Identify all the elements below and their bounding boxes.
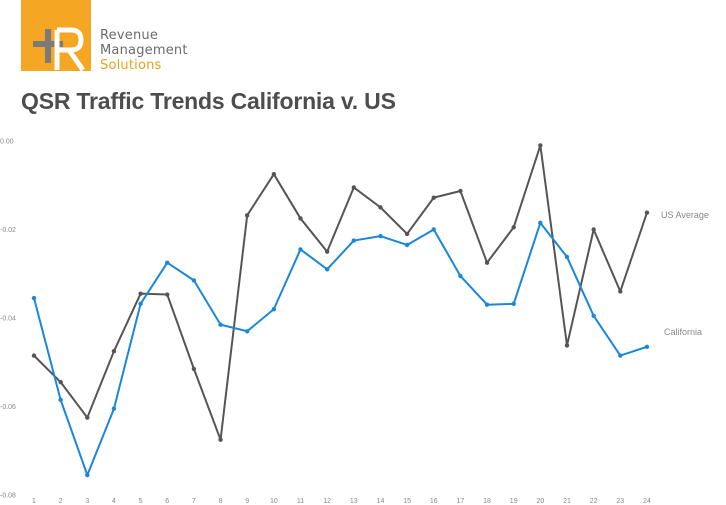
data-point-california — [404, 242, 410, 248]
data-point-california — [431, 227, 436, 232]
x-tick-label: 9 — [245, 498, 249, 505]
y-tick-label: 0.00 — [0, 139, 14, 146]
data-point-california — [298, 247, 303, 252]
data-point-california — [165, 260, 170, 265]
data-point-california — [538, 220, 543, 226]
data-point-california — [484, 302, 490, 307]
y-axis-ticks: 0.00 -0.02 -0.04 -0.06 -0.08 — [0, 139, 16, 500]
data-point-california — [591, 313, 596, 318]
data-point-us-average — [378, 205, 383, 210]
x-tick-label: 11 — [297, 498, 304, 505]
x-axis-ticks: 1 2 3 4 5 6 7 8 9 10 11 12 13 14 15 16 17 18 19 20 21 22 23 24 — [32, 498, 651, 505]
data-point-us-average — [591, 227, 596, 232]
data-point-us-average — [404, 231, 410, 237]
logo-line-revenue: Revenue — [100, 28, 159, 43]
data-point-california — [85, 472, 90, 478]
data-point-us-average — [458, 188, 463, 194]
x-tick-label: 21 — [563, 498, 571, 505]
y-tick-label: -0.06 — [0, 404, 16, 411]
data-point-california — [111, 406, 117, 411]
data-point-california — [351, 238, 356, 243]
data-point-california — [218, 322, 223, 327]
data-point-us-average — [618, 289, 623, 294]
logo-wordmark: Revenue Management Solutions — [100, 28, 188, 73]
data-point-us-average — [31, 353, 37, 358]
series-layer — [31, 143, 650, 478]
series-label-california: California — [664, 327, 702, 337]
data-point-california — [324, 267, 330, 272]
x-tick-label: 5 — [139, 498, 143, 505]
data-point-california — [564, 254, 570, 260]
y-tick-label: -0.08 — [0, 493, 16, 500]
x-tick-label: 23 — [616, 498, 624, 505]
y-tick-label: -0.02 — [0, 227, 16, 234]
data-point-california — [644, 344, 650, 349]
x-tick-label: 14 — [377, 498, 385, 505]
data-point-us-average — [191, 366, 197, 372]
x-tick-label: 15 — [403, 498, 411, 505]
series-us-average — [31, 143, 650, 442]
data-point-us-average — [351, 185, 356, 190]
data-point-us-average — [511, 225, 516, 230]
data-point-us-average — [218, 437, 223, 442]
data-point-california — [31, 295, 37, 301]
x-tick-label: 8 — [219, 498, 223, 505]
x-tick-label: 13 — [350, 498, 358, 505]
x-tick-label: 1 — [32, 498, 36, 505]
data-point-us-average — [245, 213, 250, 218]
x-tick-label: 16 — [430, 498, 438, 505]
x-tick-label: 22 — [590, 498, 598, 505]
data-point-us-average — [165, 292, 170, 297]
logo-mark — [21, 0, 91, 72]
plus-r-logo-icon — [33, 27, 86, 72]
data-point-us-average — [644, 210, 650, 215]
data-point-us-average — [538, 143, 543, 148]
data-point-us-average — [431, 195, 436, 200]
series-california — [31, 220, 650, 478]
data-point-california — [138, 301, 143, 307]
company-logo: Revenue Management Solutions — [21, 0, 197, 73]
x-tick-label: 24 — [643, 498, 651, 505]
data-point-us-average — [324, 249, 330, 254]
data-point-us-average — [484, 260, 490, 265]
logo-line-management: Management — [100, 43, 188, 58]
data-point-us-average — [298, 216, 303, 221]
series-line-california — [33, 221, 648, 477]
x-tick-label: 19 — [510, 498, 518, 505]
chart-title: QSR Traffic Trends California v. US — [21, 88, 396, 114]
x-tick-label: 17 — [457, 498, 465, 505]
x-tick-label: 20 — [536, 498, 544, 505]
data-point-california — [58, 397, 63, 403]
data-point-us-average — [271, 171, 277, 177]
data-point-us-average — [58, 379, 63, 385]
data-point-california — [378, 233, 383, 239]
series-label-us-average: US Average — [661, 210, 709, 220]
x-tick-label: 10 — [270, 498, 278, 505]
data-point-us-average — [138, 291, 143, 296]
x-tick-label: 18 — [483, 498, 491, 505]
series-line-us-average — [33, 144, 648, 441]
data-point-california — [458, 273, 463, 279]
x-tick-label: 3 — [85, 498, 89, 505]
data-point-california — [618, 353, 623, 358]
x-tick-label: 6 — [165, 498, 169, 505]
x-tick-label: 12 — [323, 498, 331, 505]
data-point-us-average — [85, 415, 90, 420]
data-point-california — [271, 306, 277, 312]
data-point-california — [245, 329, 250, 334]
x-tick-label: 7 — [192, 498, 196, 505]
data-point-us-average — [111, 348, 117, 354]
x-tick-label: 2 — [59, 498, 63, 505]
logo-line-solutions: Solutions — [100, 58, 162, 73]
x-tick-label: 4 — [112, 498, 116, 505]
data-point-california — [511, 301, 516, 307]
y-tick-label: -0.04 — [0, 316, 16, 323]
data-point-california — [191, 278, 197, 283]
data-point-us-average — [564, 343, 570, 348]
